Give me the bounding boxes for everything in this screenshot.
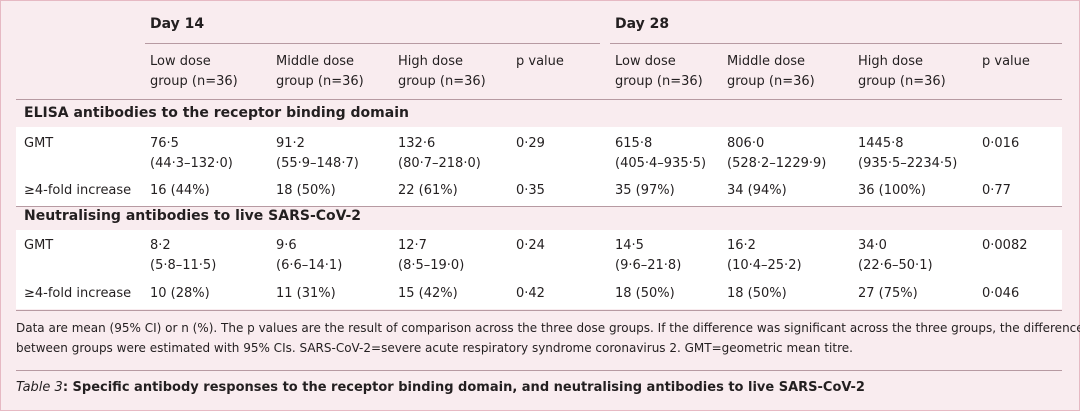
section-title-elisa: ELISA antibodies to the receptor binding… [24, 105, 409, 121]
table-cell: 18 (50%) [615, 286, 675, 301]
table-cell: 0·42 [516, 286, 545, 301]
column-header: Middle dose group (n=36) [727, 54, 815, 89]
row-label: ≥4-fold increase [24, 286, 132, 301]
divider-day14 [145, 43, 600, 44]
divider-day28 [610, 43, 1062, 44]
column-header: High dose group (n=36) [858, 54, 946, 89]
section-divider [16, 206, 1062, 207]
column-header: p value [516, 54, 564, 69]
caption-label: Table 3 [16, 380, 63, 395]
table-cell: 0·77 [982, 183, 1011, 198]
table-bottom-divider [16, 310, 1062, 311]
caption-text: : Specific antibody responses to the rec… [62, 380, 865, 395]
table-cell: 615·8 (405·4–935·5) [615, 136, 707, 171]
table-cell: 0·24 [516, 238, 545, 253]
row-band-neutralising [16, 230, 1062, 309]
group-header-day14: Day 14 [150, 16, 205, 32]
row-label: GMT [24, 238, 54, 253]
table-cell: 1445·8 (935·5–2234·5) [858, 136, 958, 171]
table-cell: 10 (28%) [150, 286, 210, 301]
column-header: Low dose group (n=36) [150, 54, 238, 89]
table-cell: 0·016 [982, 136, 1020, 151]
row-label: ≥4-fold increase [24, 183, 132, 198]
table-cell: 12·7 (8·5–19·0) [398, 238, 465, 273]
table-cell: 8·2 (5·8–11·5) [150, 238, 217, 273]
table-cell: 16·2 (10·4–25·2) [727, 238, 802, 273]
group-header-day28: Day 28 [615, 16, 670, 32]
table-cell: 806·0 (528·2–1229·9) [727, 136, 827, 171]
table-cell: 34·0 (22·6–50·1) [858, 238, 933, 273]
table-cell: 11 (31%) [276, 286, 336, 301]
table-caption: Table 3: Specific antibody responses to … [16, 380, 865, 395]
table-cell: 132·6 (80·7–218·0) [398, 136, 481, 171]
table-cell: 9·6 (6·6–14·1) [276, 238, 343, 273]
table-cell: 76·5 (44·3–132·0) [150, 136, 233, 171]
column-header: Low dose group (n=36) [615, 54, 703, 89]
table-cell: 34 (94%) [727, 183, 787, 198]
row-band-elisa [16, 127, 1062, 206]
column-header: p value [982, 54, 1030, 69]
table-cell: 35 (97%) [615, 183, 675, 198]
table-cell: 0·0082 [982, 238, 1028, 253]
table-cell: 0·29 [516, 136, 545, 151]
column-header: Middle dose group (n=36) [276, 54, 364, 89]
table-cell: 36 (100%) [858, 183, 926, 198]
table-cell: 14·5 (9·6–21·8) [615, 238, 682, 273]
header-divider [16, 99, 1062, 100]
table-cell: 22 (61%) [398, 183, 458, 198]
table-cell: 91·2 (55·9–148·7) [276, 136, 359, 171]
row-label: GMT [24, 136, 54, 151]
table-cell: 27 (75%) [858, 286, 918, 301]
table-footnote: Data are mean (95% CI) or n (%). The p v… [16, 321, 1080, 355]
caption-divider [16, 370, 1062, 371]
table-cell: 16 (44%) [150, 183, 210, 198]
table-cell: 15 (42%) [398, 286, 458, 301]
column-header: High dose group (n=36) [398, 54, 486, 89]
table-cell: 18 (50%) [276, 183, 336, 198]
table-cell: 0·046 [982, 286, 1020, 301]
table-cell: 18 (50%) [727, 286, 787, 301]
table-cell: 0·35 [516, 183, 545, 198]
section-title-neutralising: Neutralising antibodies to live SARS-CoV… [24, 208, 362, 224]
